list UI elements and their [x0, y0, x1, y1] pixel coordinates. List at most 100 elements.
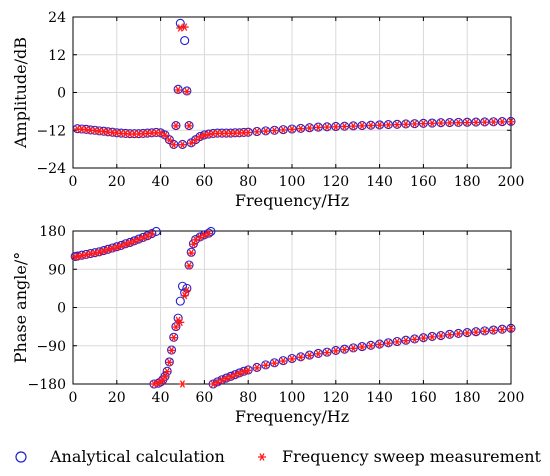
data-point [184, 260, 194, 270]
data-point [252, 128, 261, 136]
data-point [366, 341, 375, 350]
legend-label-measurement: Frequency sweep measurement [282, 447, 542, 466]
data-point [498, 325, 507, 334]
data-point [270, 359, 279, 367]
data-point [77, 251, 86, 260]
data-point [261, 361, 270, 370]
data-point [244, 366, 253, 375]
data-point [428, 119, 437, 128]
data-point [471, 328, 480, 336]
data-point [182, 87, 191, 96]
data-point [180, 291, 189, 300]
y-tick-label: 24 [48, 10, 66, 26]
data-point [288, 125, 296, 134]
x-tick-label: 40 [152, 174, 170, 190]
y-axis-label: Phase angle/° [11, 252, 30, 363]
data-point [340, 122, 349, 131]
series-measurement [73, 23, 515, 149]
data-point [185, 262, 194, 270]
data-point [169, 140, 178, 149]
data-point [507, 117, 515, 126]
x-tick-label: 120 [322, 174, 349, 190]
data-point [296, 124, 305, 133]
data-point [384, 339, 393, 347]
data-point [165, 358, 174, 367]
data-point [244, 128, 253, 137]
data-point [73, 252, 82, 261]
data-point [177, 281, 188, 291]
y-tick-label: −12 [36, 123, 66, 139]
data-point [160, 372, 169, 381]
data-point [375, 121, 384, 130]
data-point [95, 248, 104, 257]
data-point [358, 343, 367, 351]
data-point [401, 120, 410, 129]
data-point [204, 229, 213, 238]
x-tick-label: 20 [108, 390, 126, 406]
data-point [187, 249, 196, 257]
data-point [305, 124, 314, 132]
data-point [393, 120, 402, 129]
data-point [261, 127, 270, 135]
y-tick-label: −24 [36, 161, 66, 177]
data-point [186, 247, 196, 257]
data-point [171, 323, 180, 331]
y-tick-label: 0 [57, 86, 66, 102]
x-tick-label: 160 [410, 390, 437, 406]
data-point [454, 330, 463, 338]
data-point [471, 118, 480, 127]
data-point [178, 380, 187, 388]
x-tick-label: 0 [69, 390, 78, 406]
data-point [323, 348, 332, 357]
data-point [463, 329, 472, 337]
data-point [165, 136, 174, 144]
data-point [174, 86, 183, 94]
x-tick-label: 140 [366, 390, 393, 406]
legend-label-analytical: Analytical calculation [49, 447, 225, 466]
data-point [305, 351, 314, 360]
data-point [445, 330, 454, 339]
legend-marker-measurement [258, 453, 266, 461]
x-tick-label: 140 [366, 174, 393, 190]
data-point [410, 120, 419, 128]
data-point [314, 350, 323, 358]
data-point [296, 353, 305, 362]
data-point [401, 336, 410, 345]
data-point [147, 230, 156, 238]
x-tick-label: 200 [498, 390, 525, 406]
data-point [252, 364, 261, 372]
x-tick-label: 100 [279, 390, 306, 406]
x-tick-label: 120 [322, 390, 349, 406]
data-point [410, 335, 419, 344]
y-tick-label: 90 [48, 262, 66, 278]
data-point [104, 245, 113, 254]
data-point [463, 118, 472, 127]
data-point [163, 367, 172, 376]
data-point [176, 24, 185, 32]
data-point [480, 118, 489, 127]
data-point [375, 340, 384, 349]
x-tick-label: 180 [454, 390, 481, 406]
data-point [349, 344, 358, 353]
data-point [160, 131, 169, 140]
data-point [349, 122, 358, 130]
data-point [436, 332, 445, 340]
legend-asterisk [258, 453, 266, 461]
data-point [112, 243, 121, 251]
data-point [167, 346, 176, 355]
data-point [419, 119, 428, 128]
data-point [393, 338, 402, 346]
data-point [384, 121, 393, 129]
data-point [150, 380, 159, 388]
data-point [196, 133, 205, 141]
data-point [366, 121, 375, 130]
data-point [454, 118, 463, 127]
data-point [489, 118, 498, 126]
data-point [82, 251, 91, 259]
data-point [279, 357, 288, 365]
data-point [182, 286, 191, 295]
x-tick-label: 180 [454, 174, 481, 190]
x-tick-label: 0 [69, 174, 78, 190]
data-point [340, 345, 349, 354]
